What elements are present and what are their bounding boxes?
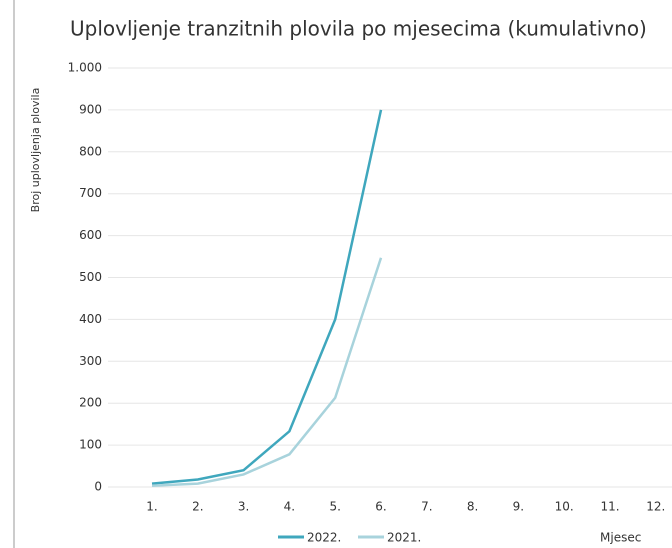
- x-tick-label: 7.: [421, 500, 432, 514]
- y-tick-label: 900: [79, 102, 102, 116]
- x-tick-label: 10.: [555, 500, 574, 514]
- x-tick-label: 11.: [600, 500, 619, 514]
- y-tick-label: 500: [79, 270, 102, 284]
- series-line: [151, 109, 383, 485]
- x-tick-label: 8.: [467, 500, 478, 514]
- y-tick-label: 400: [79, 312, 102, 326]
- y-tick-label: 800: [79, 144, 102, 158]
- x-tick-label: 9.: [513, 500, 524, 514]
- x-tick-label: 12.: [646, 500, 665, 514]
- x-tick-label: 6.: [375, 500, 386, 514]
- series-line: [151, 257, 383, 487]
- y-tick-label: 200: [79, 396, 102, 410]
- y-tick-label: 700: [79, 186, 102, 200]
- x-axis-label: Mjesec: [600, 531, 641, 545]
- y-tick-label: 300: [79, 354, 102, 368]
- chart-title: Uplovljenje tranzitnih plovila po mjesec…: [70, 17, 647, 41]
- x-tick-label: 2.: [192, 500, 203, 514]
- x-tick-label: 3.: [238, 500, 249, 514]
- y-tick-label: 100: [79, 438, 102, 452]
- y-tick-label: 1.000: [68, 61, 102, 75]
- x-tick-label: 1.: [146, 500, 157, 514]
- x-tick-label: 5.: [329, 500, 340, 514]
- y-tick-label: 0: [94, 480, 102, 494]
- x-tick-label: 4.: [284, 500, 295, 514]
- legend-label: 2021.: [387, 531, 421, 545]
- y-tick-label: 600: [79, 228, 102, 242]
- y-axis-label: Broj uplovljenja plovila: [29, 88, 42, 213]
- legend-label: 2022.: [307, 531, 341, 545]
